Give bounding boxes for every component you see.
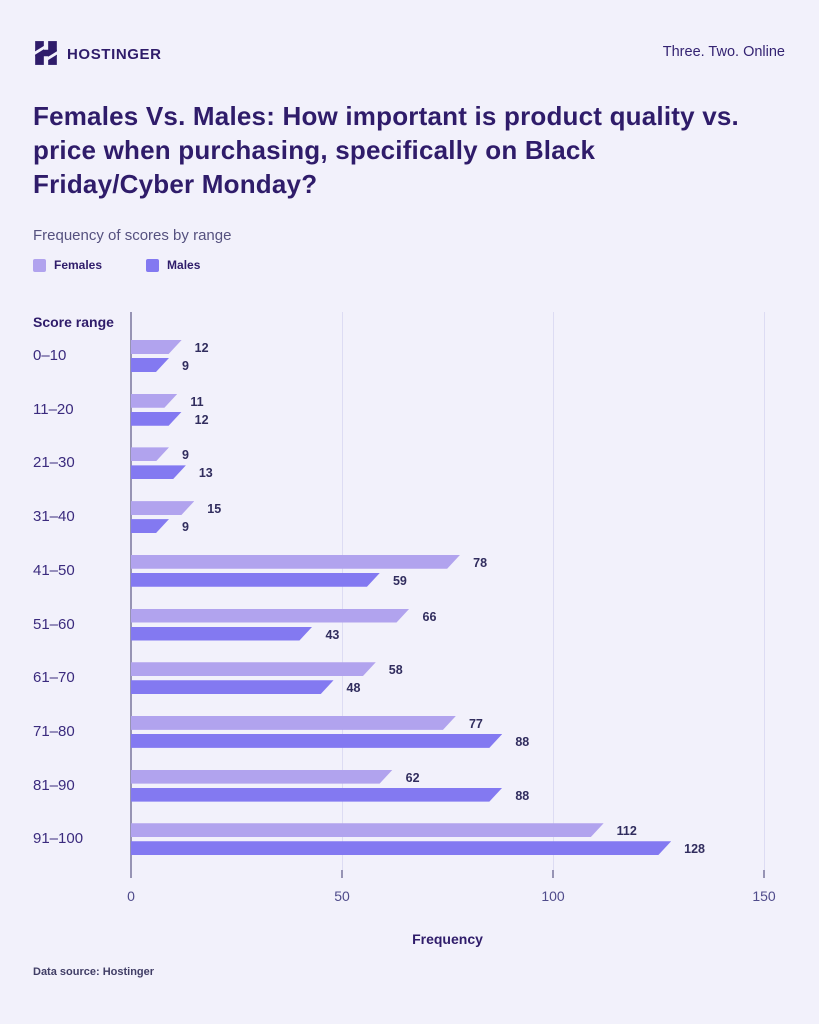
bar-females-9	[131, 823, 604, 837]
category-label-4: 41–50	[33, 561, 75, 579]
bar-males-8	[131, 788, 502, 802]
bar-males-6	[131, 680, 334, 694]
x-tick-mark-0	[130, 870, 132, 878]
x-tick-label-100: 100	[541, 888, 565, 904]
bar-males-9	[131, 841, 671, 855]
bar-males-5	[131, 627, 312, 641]
y-axis-title: Score range	[33, 314, 114, 330]
bar-females-8	[131, 770, 393, 784]
category-label-2: 21–30	[33, 454, 75, 472]
bar-value-females-1: 11	[190, 394, 204, 409]
x-tick-mark-150	[763, 870, 765, 878]
bar-value-females-5: 66	[422, 609, 437, 624]
bar-females-3	[131, 501, 194, 515]
header: HOSTINGER Three. Two. Online	[33, 40, 785, 68]
gridline-50	[342, 312, 343, 870]
category-label-1: 11–20	[33, 400, 74, 418]
category-label-3: 31–40	[33, 508, 75, 526]
chart-legend: Females Males	[33, 258, 200, 272]
bar-females-7	[131, 716, 456, 730]
bar-value-males-1: 12	[194, 412, 209, 427]
bar-value-females-9: 112	[616, 824, 637, 839]
x-tick-mark-50	[341, 870, 343, 878]
bar-value-females-4: 78	[473, 555, 488, 570]
legend-swatch-females	[33, 258, 46, 272]
bar-females-0	[131, 340, 182, 354]
x-tick-label-150: 150	[752, 888, 776, 904]
bar-females-6	[131, 662, 376, 676]
bar-females-4	[131, 555, 460, 569]
bar-value-females-2: 9	[181, 448, 189, 463]
bar-value-females-7: 77	[468, 716, 483, 731]
bar-males-7	[131, 734, 502, 748]
hostinger-logo-icon	[33, 41, 59, 65]
bar-value-males-8: 88	[515, 788, 530, 803]
bar-females-2	[131, 447, 169, 461]
legend-item-females: Females	[33, 258, 102, 272]
bar-males-1	[131, 412, 182, 426]
bar-value-females-0: 12	[194, 341, 209, 355]
legend-swatch-males	[146, 258, 160, 272]
data-source: Data source: Hostinger	[33, 966, 155, 978]
bar-females-1	[131, 394, 177, 408]
category-label-5: 51–60	[33, 615, 75, 633]
bar-value-males-9: 128	[684, 842, 706, 857]
header-tagline: Three. Two. Online	[662, 44, 785, 60]
y-axis-line	[130, 312, 132, 878]
bar-value-males-2: 13	[198, 466, 213, 481]
bar-value-males-0: 9	[181, 359, 189, 373]
bar-value-females-8: 62	[405, 770, 420, 785]
brand: HOSTINGER	[33, 40, 162, 66]
gridline-150	[764, 312, 765, 870]
gridline-100	[553, 312, 554, 870]
x-tick-label-0: 0	[127, 888, 135, 904]
category-label-6: 61–70	[33, 669, 75, 687]
category-label-0: 0–10	[33, 347, 67, 364]
x-tick-mark-100	[552, 870, 554, 878]
category-label-8: 81–90	[33, 776, 75, 794]
bar-value-males-6: 48	[346, 681, 361, 696]
plot-area: 0 50 100 150 0–10 12 9 11–20 11 12 21–30 9 13 31–40 15…	[33, 312, 776, 904]
category-label-7: 71–80	[33, 722, 75, 740]
bar-females-5	[131, 609, 410, 623]
bar-value-females-6: 58	[388, 663, 403, 678]
legend-label: Males	[167, 258, 201, 272]
x-axis-title: Frequency	[412, 931, 483, 947]
bar-value-females-3: 15	[207, 502, 222, 517]
x-tick-label-50: 50	[334, 888, 350, 904]
legend-item-males: Males	[146, 258, 200, 272]
bar-value-males-5: 43	[325, 627, 340, 642]
bar-males-2	[131, 465, 186, 479]
chart-subtitle: Frequency of scores by range	[33, 227, 232, 244]
brand-name: HOSTINGER	[67, 45, 162, 63]
page-title: Females Vs. Males: How important is prod…	[33, 101, 739, 199]
bar-males-4	[131, 573, 380, 587]
category-label-9: 91–100	[33, 830, 84, 848]
bar-males-3	[131, 519, 169, 533]
legend-label: Females	[54, 258, 103, 272]
bar-value-males-7: 88	[515, 734, 530, 749]
bar-males-0	[131, 358, 169, 372]
bar-value-males-4: 59	[392, 573, 407, 588]
bar-value-males-3: 9	[181, 520, 189, 535]
